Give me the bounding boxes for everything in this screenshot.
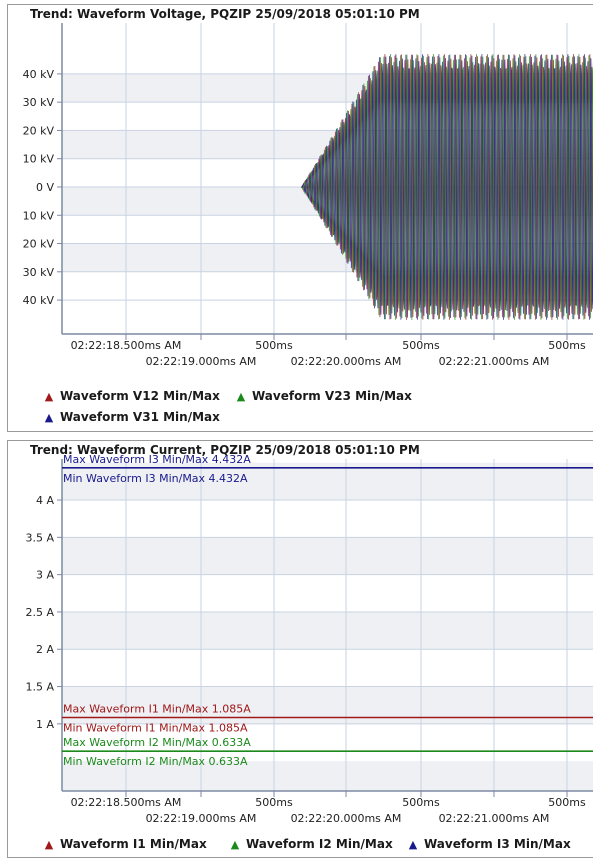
up-caret-icon: ▲ [44, 410, 54, 424]
legend-item-i1[interactable]: ▲ Waveform I1 Min/Max [42, 837, 207, 851]
current-chart-panel: Trend: Waveform Current, PQZIP 25/09/201… [7, 440, 593, 858]
y-tick-label: 4 A [36, 494, 54, 507]
grid-band [62, 462, 593, 501]
legend-label: Waveform I3 Min/Max [424, 837, 571, 851]
y-tick-label: 1.5 A [25, 681, 54, 694]
series-line-1 [301, 54, 593, 320]
legend-label: Waveform V31 Min/Max [60, 410, 220, 424]
annotation-min: Min Waveform I1 Min/Max 1.085A [63, 722, 248, 735]
annotation-max: Max Waveform I2 Min/Max 0.633A [63, 736, 251, 749]
legend-item-i3[interactable]: ▲ Waveform I3 Min/Max [406, 837, 571, 851]
y-tick-label: 30 kV [23, 266, 55, 279]
x-tick-label: 02:22:18.500ms AM [71, 339, 182, 352]
legend-label: Waveform I2 Min/Max [246, 837, 393, 851]
grid-band [62, 761, 593, 791]
y-tick-label: 20 kV [23, 238, 55, 251]
y-tick-label: 10 kV [23, 153, 55, 166]
y-tick-label: 40 kV [23, 294, 55, 307]
grid-band [62, 537, 593, 575]
series-line-3 [301, 54, 593, 320]
up-caret-icon: ▲ [408, 837, 418, 851]
y-tick-label: 3.5 A [25, 531, 54, 544]
x-tick-label: 500ms [402, 339, 440, 352]
legend-item-i2[interactable]: ▲ Waveform I2 Min/Max [228, 837, 393, 851]
voltage-chart-panel: Trend: Waveform Voltage, PQZIP 25/09/201… [7, 4, 593, 432]
x-tick-label: 500ms [255, 339, 293, 352]
up-caret-icon: ▲ [44, 389, 54, 403]
legend-label: Waveform V12 Min/Max [60, 389, 220, 403]
x-tick-label: 500ms [402, 796, 440, 809]
y-tick-label: 10 kV [23, 209, 55, 222]
y-tick-label: 20 kV [23, 124, 55, 137]
x-tick-label: 02:22:18.500ms AM [71, 796, 182, 809]
x-tick-label: 500ms [548, 339, 586, 352]
annotation-max: Max Waveform I1 Min/Max 1.085A [63, 703, 251, 716]
x-tick-label: 02:22:21.000ms AM [439, 812, 550, 825]
annotation-min: Min Waveform I2 Min/Max 0.633A [63, 755, 248, 768]
up-caret-icon: ▲ [44, 837, 54, 851]
current-chart-plot[interactable]: 4 A 3.5 A 3 A 2.5 A 2 A 1.5 A 1 A 02:22:18.500m… [8, 441, 593, 859]
annotation-max: Max Waveform I3 Min/Max 4.432A [63, 453, 251, 466]
voltage-chart-plot[interactable]: 40 kV 30 kV 20 kV 10 kV 0 V 10 kV 20 kV 30 kV 40… [8, 5, 593, 433]
chart-title: Trend: Waveform Voltage, PQZIP 25/09/201… [30, 7, 420, 21]
y-tick-label: 0 V [36, 181, 54, 194]
annotation-min: Min Waveform I3 Min/Max 4.432A [63, 472, 248, 485]
x-tick-label: 500ms [548, 796, 586, 809]
grid-band [62, 611, 593, 650]
y-tick-label: 2.5 A [25, 606, 54, 619]
y-tick-label: 1 A [36, 718, 54, 731]
x-tick-label: 02:22:19.000ms AM [146, 812, 257, 825]
y-tick-label: 3 A [36, 569, 54, 582]
x-tick-label: 500ms [255, 796, 293, 809]
x-tick-label: 02:22:20.000ms AM [291, 812, 402, 825]
up-caret-icon: ▲ [236, 389, 246, 403]
y-tick-label: 30 kV [23, 96, 55, 109]
x-tick-label: 02:22:20.000ms AM [291, 355, 402, 368]
legend-label: Waveform I1 Min/Max [60, 837, 207, 851]
y-tick-label: 2 A [36, 643, 54, 656]
x-tick-label: 02:22:21.000ms AM [439, 355, 550, 368]
legend-item-v23[interactable]: ▲ Waveform V23 Min/Max [234, 389, 412, 403]
chart-title: Trend: Waveform Current, PQZIP 25/09/201… [30, 443, 420, 457]
legend-label: Waveform V23 Min/Max [252, 389, 412, 403]
up-caret-icon: ▲ [230, 837, 240, 851]
legend-item-v12[interactable]: ▲ Waveform V12 Min/Max [42, 389, 220, 403]
grid-band [62, 243, 593, 272]
x-tick-label: 02:22:19.000ms AM [146, 355, 257, 368]
y-tick-label: 40 kV [23, 68, 55, 81]
legend-item-v31[interactable]: ▲ Waveform V31 Min/Max [42, 410, 220, 424]
